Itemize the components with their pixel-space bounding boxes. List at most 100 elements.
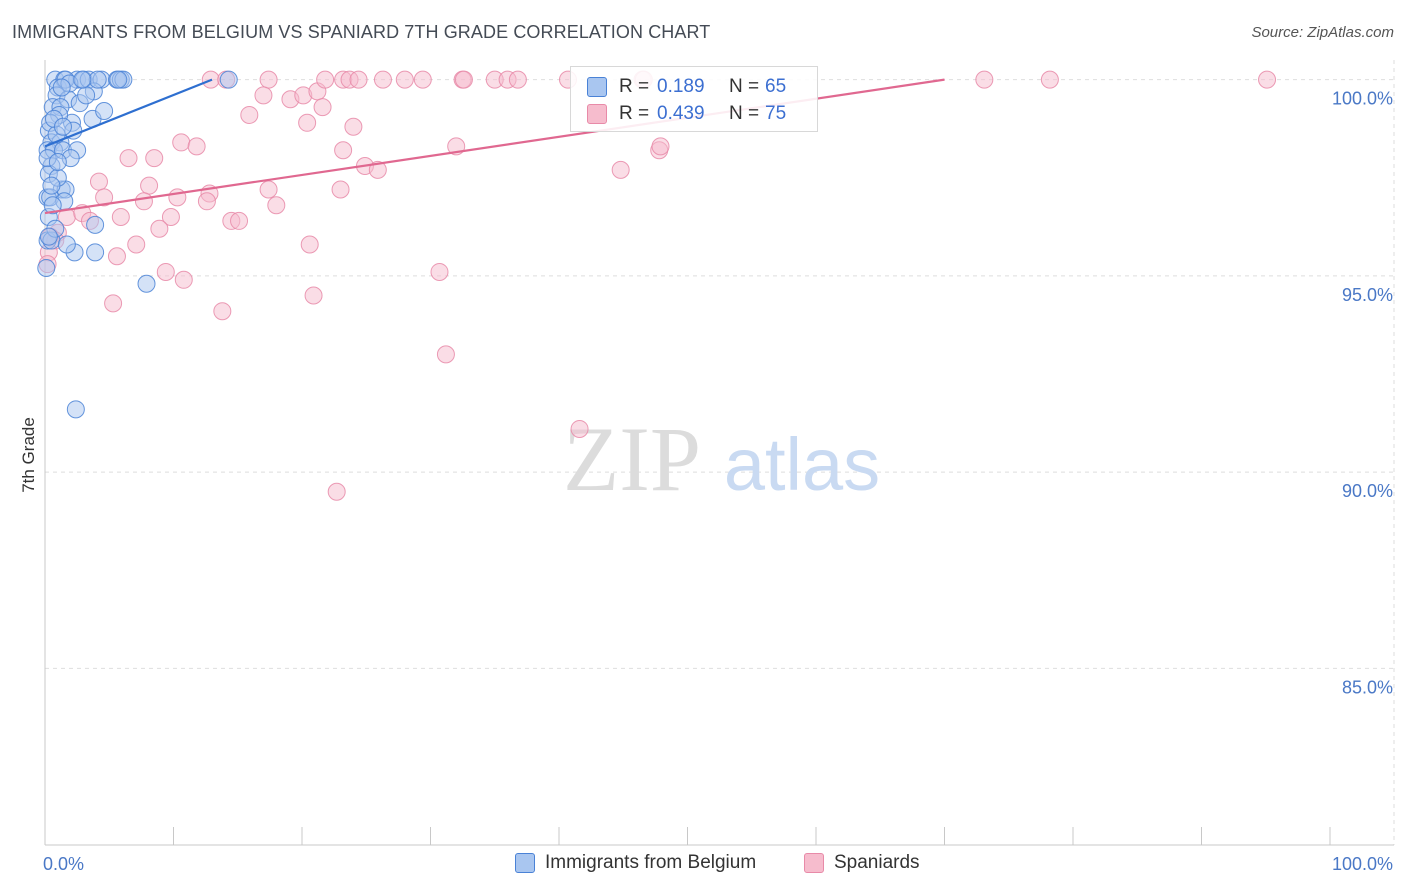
axes bbox=[44, 60, 1394, 846]
belgium-point bbox=[86, 243, 105, 262]
spaniard-point bbox=[651, 137, 670, 156]
legend-spaniard-label: Spaniards bbox=[834, 852, 920, 873]
spaniard-point bbox=[134, 192, 153, 211]
x-tick-labels: 0.0% 100.0% bbox=[43, 854, 1393, 874]
spaniard-point bbox=[368, 160, 387, 179]
spaniard-point bbox=[413, 70, 432, 89]
spaniard-point bbox=[259, 180, 278, 199]
y-tick-label: 95.0% bbox=[1342, 285, 1393, 305]
spaniard-point bbox=[259, 70, 278, 89]
spaniard-point bbox=[334, 141, 353, 160]
belgium-trend-line bbox=[44, 78, 213, 148]
belgium-point bbox=[73, 70, 92, 89]
spaniard-point bbox=[395, 70, 414, 89]
belgium-point bbox=[137, 274, 156, 293]
spaniard-point bbox=[89, 172, 108, 191]
stats-row-spaniard: R = 0.439 N = 75 bbox=[587, 103, 786, 125]
source-label: Source: ZipAtlas.com bbox=[1251, 24, 1394, 41]
legend-item-spaniard[interactable]: Spaniards bbox=[804, 852, 920, 874]
spaniard-point bbox=[327, 482, 346, 501]
spaniard-point bbox=[95, 188, 114, 207]
belgium-swatch bbox=[587, 77, 607, 97]
spaniard-point bbox=[254, 86, 273, 105]
spaniard-r-label: R = bbox=[619, 103, 650, 124]
spaniard-point bbox=[140, 176, 159, 195]
spaniard-n-value: 75 bbox=[765, 103, 787, 124]
spaniard-point bbox=[344, 117, 363, 136]
belgium-r-value: 0.189 bbox=[657, 76, 705, 97]
belgium-point bbox=[39, 227, 58, 246]
spaniard-point bbox=[298, 113, 317, 132]
spaniard-point bbox=[213, 302, 232, 321]
belgium-point bbox=[219, 70, 238, 89]
spaniard-point bbox=[570, 419, 589, 438]
spaniard-point bbox=[313, 98, 332, 117]
y-axis-label: 7th Grade bbox=[19, 417, 38, 493]
belgium-r-label: R = bbox=[619, 76, 650, 97]
spaniard-point bbox=[161, 208, 180, 226]
spaniard-point bbox=[454, 70, 473, 89]
spaniard-r-value: 0.439 bbox=[657, 103, 705, 124]
y-tick-label: 85.0% bbox=[1342, 677, 1393, 697]
grid-lines bbox=[45, 60, 1395, 845]
y-tick-labels: 85.0% 90.0% 95.0% 100.0% bbox=[1332, 89, 1393, 698]
spaniard-point bbox=[430, 262, 449, 281]
spaniard-point bbox=[156, 262, 175, 281]
spaniard-point bbox=[230, 211, 249, 230]
legend-belgium-label: Immigrants from Belgium bbox=[545, 852, 757, 873]
spaniard-point bbox=[331, 180, 350, 199]
x-tick-label-min: 0.0% bbox=[43, 854, 84, 874]
spaniard-point bbox=[975, 70, 994, 89]
legend-spaniard-swatch bbox=[804, 853, 824, 873]
belgium-point bbox=[53, 117, 72, 136]
belgium-point bbox=[42, 176, 61, 195]
spaniard-n-label: N = bbox=[729, 103, 760, 124]
belgium-n-value: 65 bbox=[765, 76, 787, 97]
spaniard-point bbox=[436, 345, 455, 364]
belgium-points bbox=[37, 70, 238, 419]
y-tick-label: 100.0% bbox=[1332, 89, 1393, 109]
watermark-atlas: atlas bbox=[724, 423, 880, 506]
spaniard-point bbox=[197, 192, 216, 211]
spaniard-point bbox=[373, 70, 392, 89]
spaniard-point bbox=[107, 247, 126, 266]
belgium-point bbox=[109, 70, 128, 89]
spaniard-point bbox=[174, 270, 193, 289]
spaniard-point bbox=[168, 188, 187, 207]
belgium-point bbox=[37, 259, 56, 278]
spaniard-point bbox=[508, 70, 527, 89]
spaniard-point bbox=[611, 160, 630, 179]
belgium-point bbox=[52, 78, 71, 97]
belgium-point bbox=[43, 196, 62, 215]
belgium-point bbox=[95, 102, 114, 121]
spaniard-point bbox=[145, 149, 164, 168]
belgium-point bbox=[86, 215, 105, 234]
spaniard-point bbox=[172, 133, 191, 152]
spaniard-point bbox=[104, 294, 123, 313]
legend-belgium-swatch bbox=[515, 853, 535, 873]
belgium-point bbox=[66, 400, 85, 419]
spaniard-point bbox=[127, 235, 146, 254]
spaniard-point bbox=[267, 196, 286, 215]
stats-row-belgium: R = 0.189 N = 65 bbox=[587, 76, 786, 98]
spaniard-point bbox=[304, 286, 323, 305]
spaniard-point bbox=[240, 105, 259, 124]
spaniard-point bbox=[187, 137, 206, 156]
spaniard-point bbox=[119, 149, 138, 168]
spaniard-swatch bbox=[587, 104, 607, 124]
belgium-point bbox=[88, 70, 107, 89]
y-tick-label: 90.0% bbox=[1342, 481, 1393, 501]
belgium-point bbox=[57, 235, 76, 254]
stats-box: R = 0.189 N = 65 R = 0.439 N = 75 bbox=[570, 66, 818, 132]
belgium-n-label: N = bbox=[729, 76, 760, 97]
spaniard-point bbox=[1040, 70, 1059, 89]
spaniard-point bbox=[111, 208, 130, 226]
belgium-point bbox=[77, 86, 96, 105]
spaniard-point bbox=[300, 235, 319, 254]
belgium-point bbox=[48, 153, 67, 172]
spaniard-point bbox=[150, 219, 169, 238]
spaniard-point bbox=[349, 70, 368, 89]
legend-item-belgium[interactable]: Immigrants from Belgium bbox=[515, 852, 756, 874]
x-tick-label-max: 100.0% bbox=[1332, 854, 1393, 874]
